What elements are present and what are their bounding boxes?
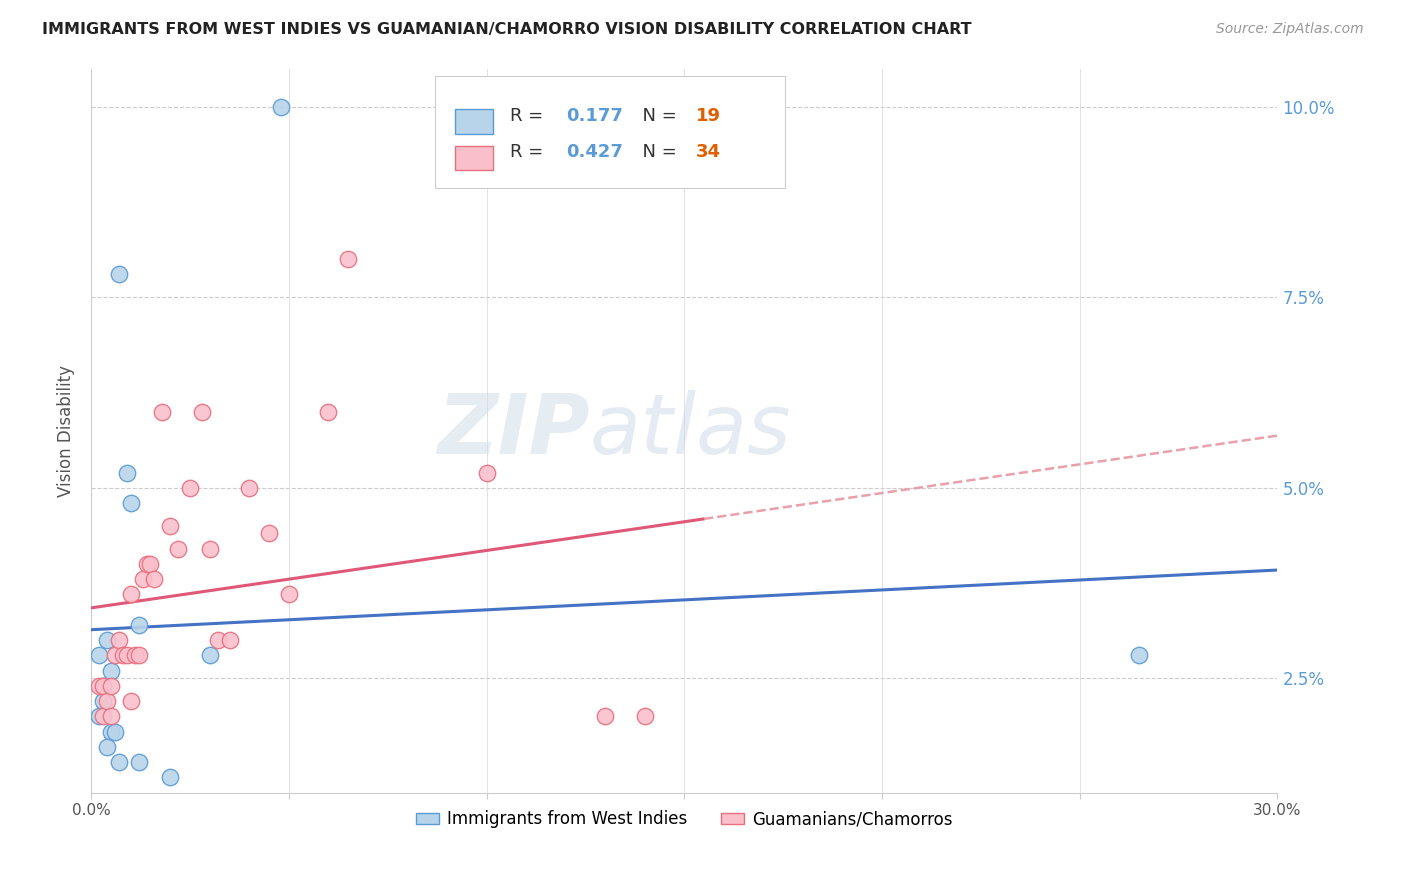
- Point: [198, 541, 221, 556]
- Point: [475, 466, 498, 480]
- Point: [277, 587, 299, 601]
- Point: [96, 633, 118, 648]
- Point: [191, 404, 214, 418]
- Point: [87, 679, 110, 693]
- Point: [150, 404, 173, 418]
- Point: [108, 633, 131, 648]
- Text: N =: N =: [631, 106, 682, 125]
- Point: [124, 648, 146, 663]
- Point: [167, 541, 190, 556]
- Text: 0.427: 0.427: [565, 143, 623, 161]
- FancyBboxPatch shape: [436, 76, 785, 188]
- Text: IMMIGRANTS FROM WEST INDIES VS GUAMANIAN/CHAMORRO VISION DISABILITY CORRELATION : IMMIGRANTS FROM WEST INDIES VS GUAMANIAN…: [42, 22, 972, 37]
- Text: 0.177: 0.177: [565, 106, 623, 125]
- Point: [91, 679, 114, 693]
- Legend: Immigrants from West Indies, Guamanians/Chamorros: Immigrants from West Indies, Guamanians/…: [409, 804, 960, 835]
- Point: [111, 648, 134, 663]
- Text: Source: ZipAtlas.com: Source: ZipAtlas.com: [1216, 22, 1364, 37]
- Point: [91, 694, 114, 708]
- Point: [120, 496, 142, 510]
- Point: [115, 648, 138, 663]
- Point: [179, 481, 201, 495]
- Point: [108, 268, 131, 282]
- Text: R =: R =: [510, 106, 548, 125]
- Point: [257, 526, 280, 541]
- Point: [128, 618, 150, 632]
- Point: [159, 519, 181, 533]
- Point: [337, 252, 360, 266]
- Point: [634, 709, 657, 723]
- Point: [128, 648, 150, 663]
- Point: [91, 679, 114, 693]
- Point: [270, 100, 292, 114]
- Point: [100, 709, 122, 723]
- Y-axis label: Vision Disability: Vision Disability: [58, 365, 75, 497]
- Text: N =: N =: [631, 143, 682, 161]
- Point: [100, 724, 122, 739]
- FancyBboxPatch shape: [456, 110, 494, 134]
- Text: 34: 34: [696, 143, 721, 161]
- Point: [108, 755, 131, 769]
- Text: 19: 19: [696, 106, 721, 125]
- Point: [104, 648, 127, 663]
- Point: [207, 633, 229, 648]
- Point: [159, 771, 181, 785]
- Point: [128, 755, 150, 769]
- Text: ZIP: ZIP: [437, 390, 589, 471]
- Point: [120, 587, 142, 601]
- Point: [198, 648, 221, 663]
- Point: [96, 694, 118, 708]
- Point: [115, 466, 138, 480]
- Point: [100, 679, 122, 693]
- Point: [87, 709, 110, 723]
- Text: R =: R =: [510, 143, 548, 161]
- Point: [100, 664, 122, 678]
- Point: [104, 724, 127, 739]
- Point: [238, 481, 260, 495]
- Point: [131, 572, 153, 586]
- Point: [218, 633, 240, 648]
- Point: [120, 694, 142, 708]
- Point: [593, 709, 616, 723]
- Point: [135, 557, 157, 571]
- Point: [87, 648, 110, 663]
- Point: [139, 557, 162, 571]
- Point: [143, 572, 166, 586]
- FancyBboxPatch shape: [456, 145, 494, 169]
- Text: atlas: atlas: [589, 390, 792, 471]
- Point: [96, 739, 118, 754]
- Point: [318, 404, 340, 418]
- Point: [91, 709, 114, 723]
- Point: [1128, 648, 1150, 663]
